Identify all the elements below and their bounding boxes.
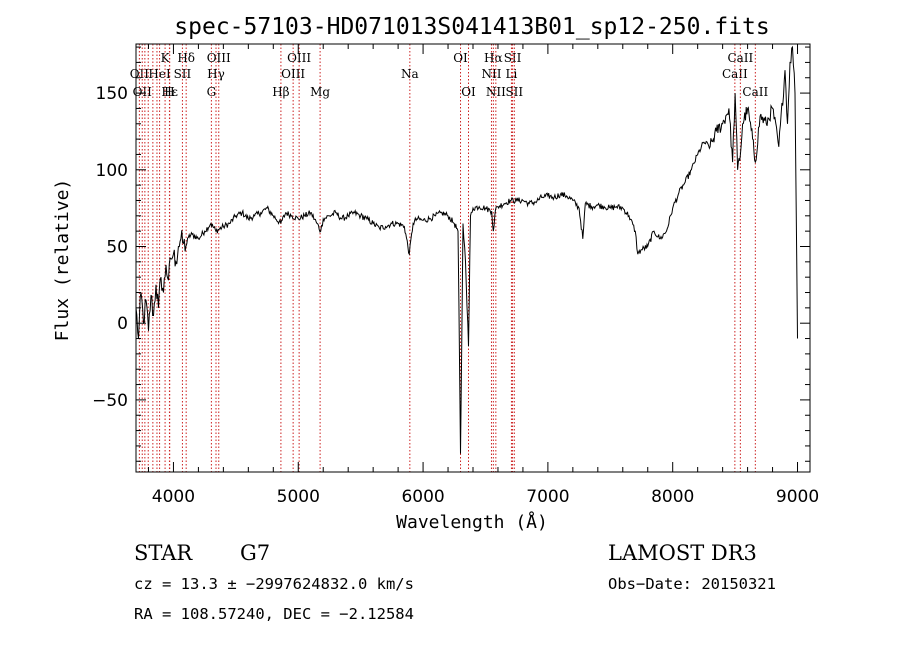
observation-date: Obs−Date: 20150321 — [608, 575, 776, 593]
line-marker-label: G — [207, 85, 217, 99]
line-marker-label: Mg — [310, 85, 330, 99]
line-marker-label: K — [161, 51, 171, 65]
line-marker-label: NII — [481, 67, 501, 81]
line-marker-label: Hβ — [272, 85, 289, 99]
line-marker-label: OII — [133, 85, 153, 99]
x-axis-label: Wavelength (Å) — [396, 511, 548, 533]
line-markers: OIIOIIHeIKHHεSIIHδGHγOIIIHβOIIIOIIIMgNaO… — [130, 44, 768, 472]
flux-line-0 — [135, 45, 798, 454]
line-marker-label: Hδ — [177, 51, 195, 65]
y-axis-label: Flux (relative) — [52, 179, 73, 342]
line-marker-label: Li — [506, 67, 518, 81]
x-tick-label: 4000 — [152, 487, 195, 507]
line-marker-label: CaII — [742, 85, 768, 99]
line-marker-label: Hε — [161, 85, 178, 99]
line-marker-label: CaII — [727, 51, 753, 65]
y-tick-label: 50 — [106, 237, 128, 257]
line-marker-label: OIII — [207, 51, 231, 65]
x-tick-label: 5000 — [277, 487, 320, 507]
line-marker-label: H — [164, 85, 174, 99]
flux-series — [135, 45, 798, 454]
line-marker-label: NII — [486, 85, 506, 99]
redshift-readout: cz = 13.3 ± −2997624832.0 km/s — [134, 575, 414, 593]
line-marker-label: CaII — [722, 67, 748, 81]
subclass: G7 — [240, 541, 270, 565]
line-marker-label: HeI — [148, 67, 171, 81]
line-marker-label: Na — [401, 67, 419, 81]
chart-title: spec-57103-HD071013S041413B01_sp12-250.f… — [174, 14, 769, 40]
line-marker-label: SII — [505, 85, 523, 99]
line-marker-label: OI — [453, 51, 468, 65]
line-marker-label: SII — [174, 67, 192, 81]
y-tick-label: −50 — [92, 391, 128, 411]
line-marker-label: Hα — [484, 51, 503, 65]
y-axis-ticks: −50 0 50 100 150 — [92, 46, 810, 462]
survey-name: LAMOST DR3 — [608, 541, 757, 565]
y-tick-label: 0 — [117, 314, 128, 334]
x-axis-ticks: 4000 5000 6000 7000 8000 9000 — [147, 44, 819, 507]
plot-frame — [135, 43, 811, 473]
line-marker-label: OI — [461, 85, 476, 99]
x-tick-label: 7000 — [526, 487, 569, 507]
line-marker-label: OIII — [281, 67, 305, 81]
coordinates-readout: RA = 108.57240, DEC = −2.12584 — [134, 605, 414, 623]
object-type: STAR — [134, 541, 193, 565]
line-marker-label: OIII — [287, 51, 311, 65]
line-marker-label: OII — [130, 67, 150, 81]
line-marker-label: Hγ — [207, 67, 225, 81]
y-tick-label: 150 — [96, 84, 128, 104]
x-tick-label: 8000 — [651, 487, 694, 507]
x-tick-label: 9000 — [776, 487, 819, 507]
line-marker-label: SII — [504, 51, 522, 65]
y-tick-label: 100 — [96, 161, 128, 181]
x-tick-label: 6000 — [401, 487, 444, 507]
